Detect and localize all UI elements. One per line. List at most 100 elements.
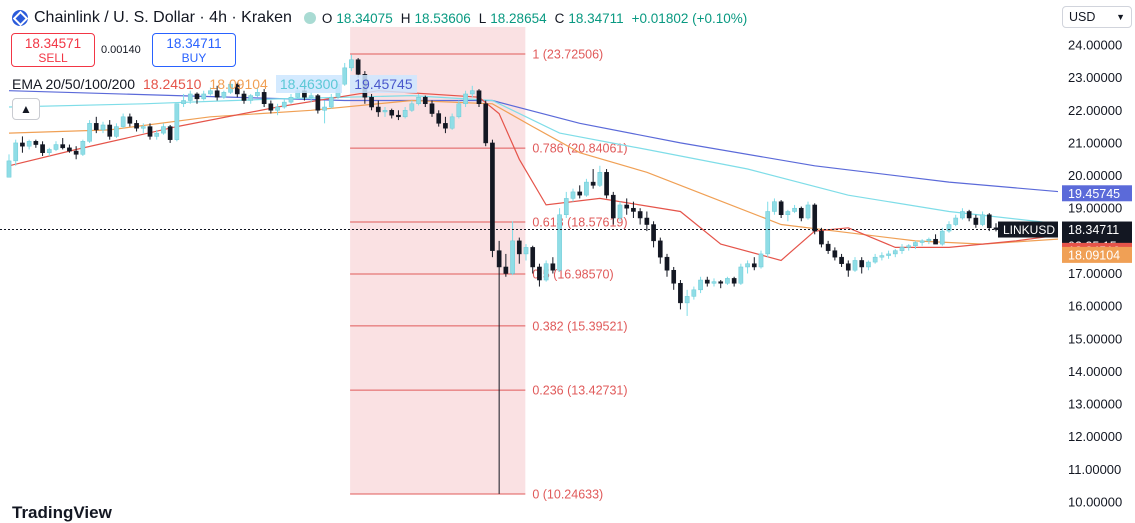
candle-body <box>73 150 79 155</box>
candle <box>26 139 32 150</box>
candle <box>208 87 213 96</box>
candle-body <box>322 106 327 111</box>
currency-value: USD <box>1069 10 1096 24</box>
buy-label: BUY <box>181 50 207 65</box>
candle <box>355 58 361 78</box>
candle <box>785 209 791 222</box>
candle <box>610 191 616 225</box>
sell-button[interactable]: 18.34571 SELL <box>11 33 95 67</box>
candle-body <box>46 149 52 153</box>
candle-body <box>751 263 757 268</box>
candle-body <box>422 96 428 105</box>
candle <box>543 260 549 282</box>
candle <box>939 227 945 246</box>
candle <box>631 201 636 219</box>
candle-body <box>449 116 455 129</box>
ema50-price-text: 18.09104 <box>1068 248 1120 262</box>
candle-body <box>872 256 878 263</box>
candle <box>751 257 757 271</box>
candle <box>147 123 153 140</box>
candle <box>73 146 79 160</box>
ema200-line <box>8 90 1077 194</box>
candle-body <box>866 261 871 268</box>
fib-level-label: 0.382 (15.39521) <box>532 319 627 333</box>
candle <box>597 165 603 187</box>
candle-body <box>939 230 945 245</box>
candle-body <box>382 110 388 113</box>
candle <box>463 90 468 108</box>
chevron-down-icon: ▼ <box>1116 12 1125 22</box>
candle <box>369 93 374 111</box>
candle <box>322 100 327 124</box>
candle <box>510 221 515 276</box>
candle-body <box>140 126 146 129</box>
candle <box>248 93 254 104</box>
candle-body <box>758 253 764 268</box>
candle-body <box>369 96 374 108</box>
candle <box>570 188 576 202</box>
candle-body <box>825 243 831 251</box>
candle-body <box>745 263 750 268</box>
candle-body <box>879 255 885 258</box>
symbol-title[interactable]: Chainlink / U. S. Dollar · 4h · Kraken <box>34 9 292 26</box>
y-tick-label: 23.00000 <box>1068 70 1122 85</box>
candle-body <box>671 269 677 284</box>
candle-body <box>26 141 32 147</box>
candle-body <box>40 144 45 153</box>
candle <box>476 89 482 108</box>
candle <box>33 139 39 148</box>
y-tick-label: 17.00000 <box>1068 266 1122 281</box>
fib-level-label: 1 (23.72506) <box>532 47 603 61</box>
candle <box>214 85 220 101</box>
candle-body <box>657 240 663 258</box>
candle <box>966 209 972 222</box>
candle-body <box>80 141 86 155</box>
candle-body <box>604 172 609 196</box>
candle <box>469 85 475 98</box>
ema-legend[interactable]: EMA 20/50/100/200 18.24510 18.09104 18.4… <box>12 75 417 93</box>
y-tick-label: 15.00000 <box>1068 331 1122 346</box>
ema50-line <box>8 99 1077 245</box>
candle-body <box>503 266 509 274</box>
buy-button[interactable]: 18.34711 BUY <box>152 33 236 67</box>
candle <box>537 263 542 287</box>
ema50-value: 18.09104 <box>209 76 268 92</box>
currency-select[interactable]: USD ▼ <box>1062 6 1132 28</box>
ema20-value: 18.24510 <box>143 76 202 92</box>
candle <box>201 90 207 101</box>
candle <box>765 201 771 258</box>
candle <box>87 120 92 143</box>
candle-body <box>772 201 777 212</box>
candle <box>812 203 818 235</box>
candle-body <box>402 110 408 118</box>
candle-body <box>261 92 267 105</box>
candle <box>496 240 502 494</box>
candle-body <box>6 160 12 178</box>
y-tick-label: 24.00000 <box>1068 38 1122 53</box>
ema100-value: 18.46300 <box>275 75 343 93</box>
candle <box>429 100 435 117</box>
market-status-icon[interactable] <box>303 12 316 24</box>
candle <box>342 62 348 86</box>
ema200-price-tag <box>1062 185 1132 202</box>
candle-body <box>120 116 126 127</box>
candle-body <box>67 147 72 152</box>
candle-body <box>268 103 274 111</box>
candle <box>745 260 750 274</box>
candle-body <box>53 144 59 150</box>
symbol-tag <box>998 221 1058 238</box>
candle <box>80 139 86 156</box>
candle <box>704 276 710 287</box>
candle <box>100 121 106 134</box>
candle-body <box>570 191 576 199</box>
candle <box>678 280 683 310</box>
symbol-tag-text: LINKUSD <box>1003 223 1055 237</box>
chart-header: Chainlink / U. S. Dollar · 4h · Kraken O… <box>12 8 751 28</box>
candle-body <box>523 247 529 255</box>
candle <box>698 276 703 294</box>
sell-price: 18.34571 <box>24 35 82 51</box>
collapse-legend-button[interactable]: ▲ <box>12 98 40 120</box>
candle-body <box>946 224 952 232</box>
candle-body <box>443 123 448 129</box>
